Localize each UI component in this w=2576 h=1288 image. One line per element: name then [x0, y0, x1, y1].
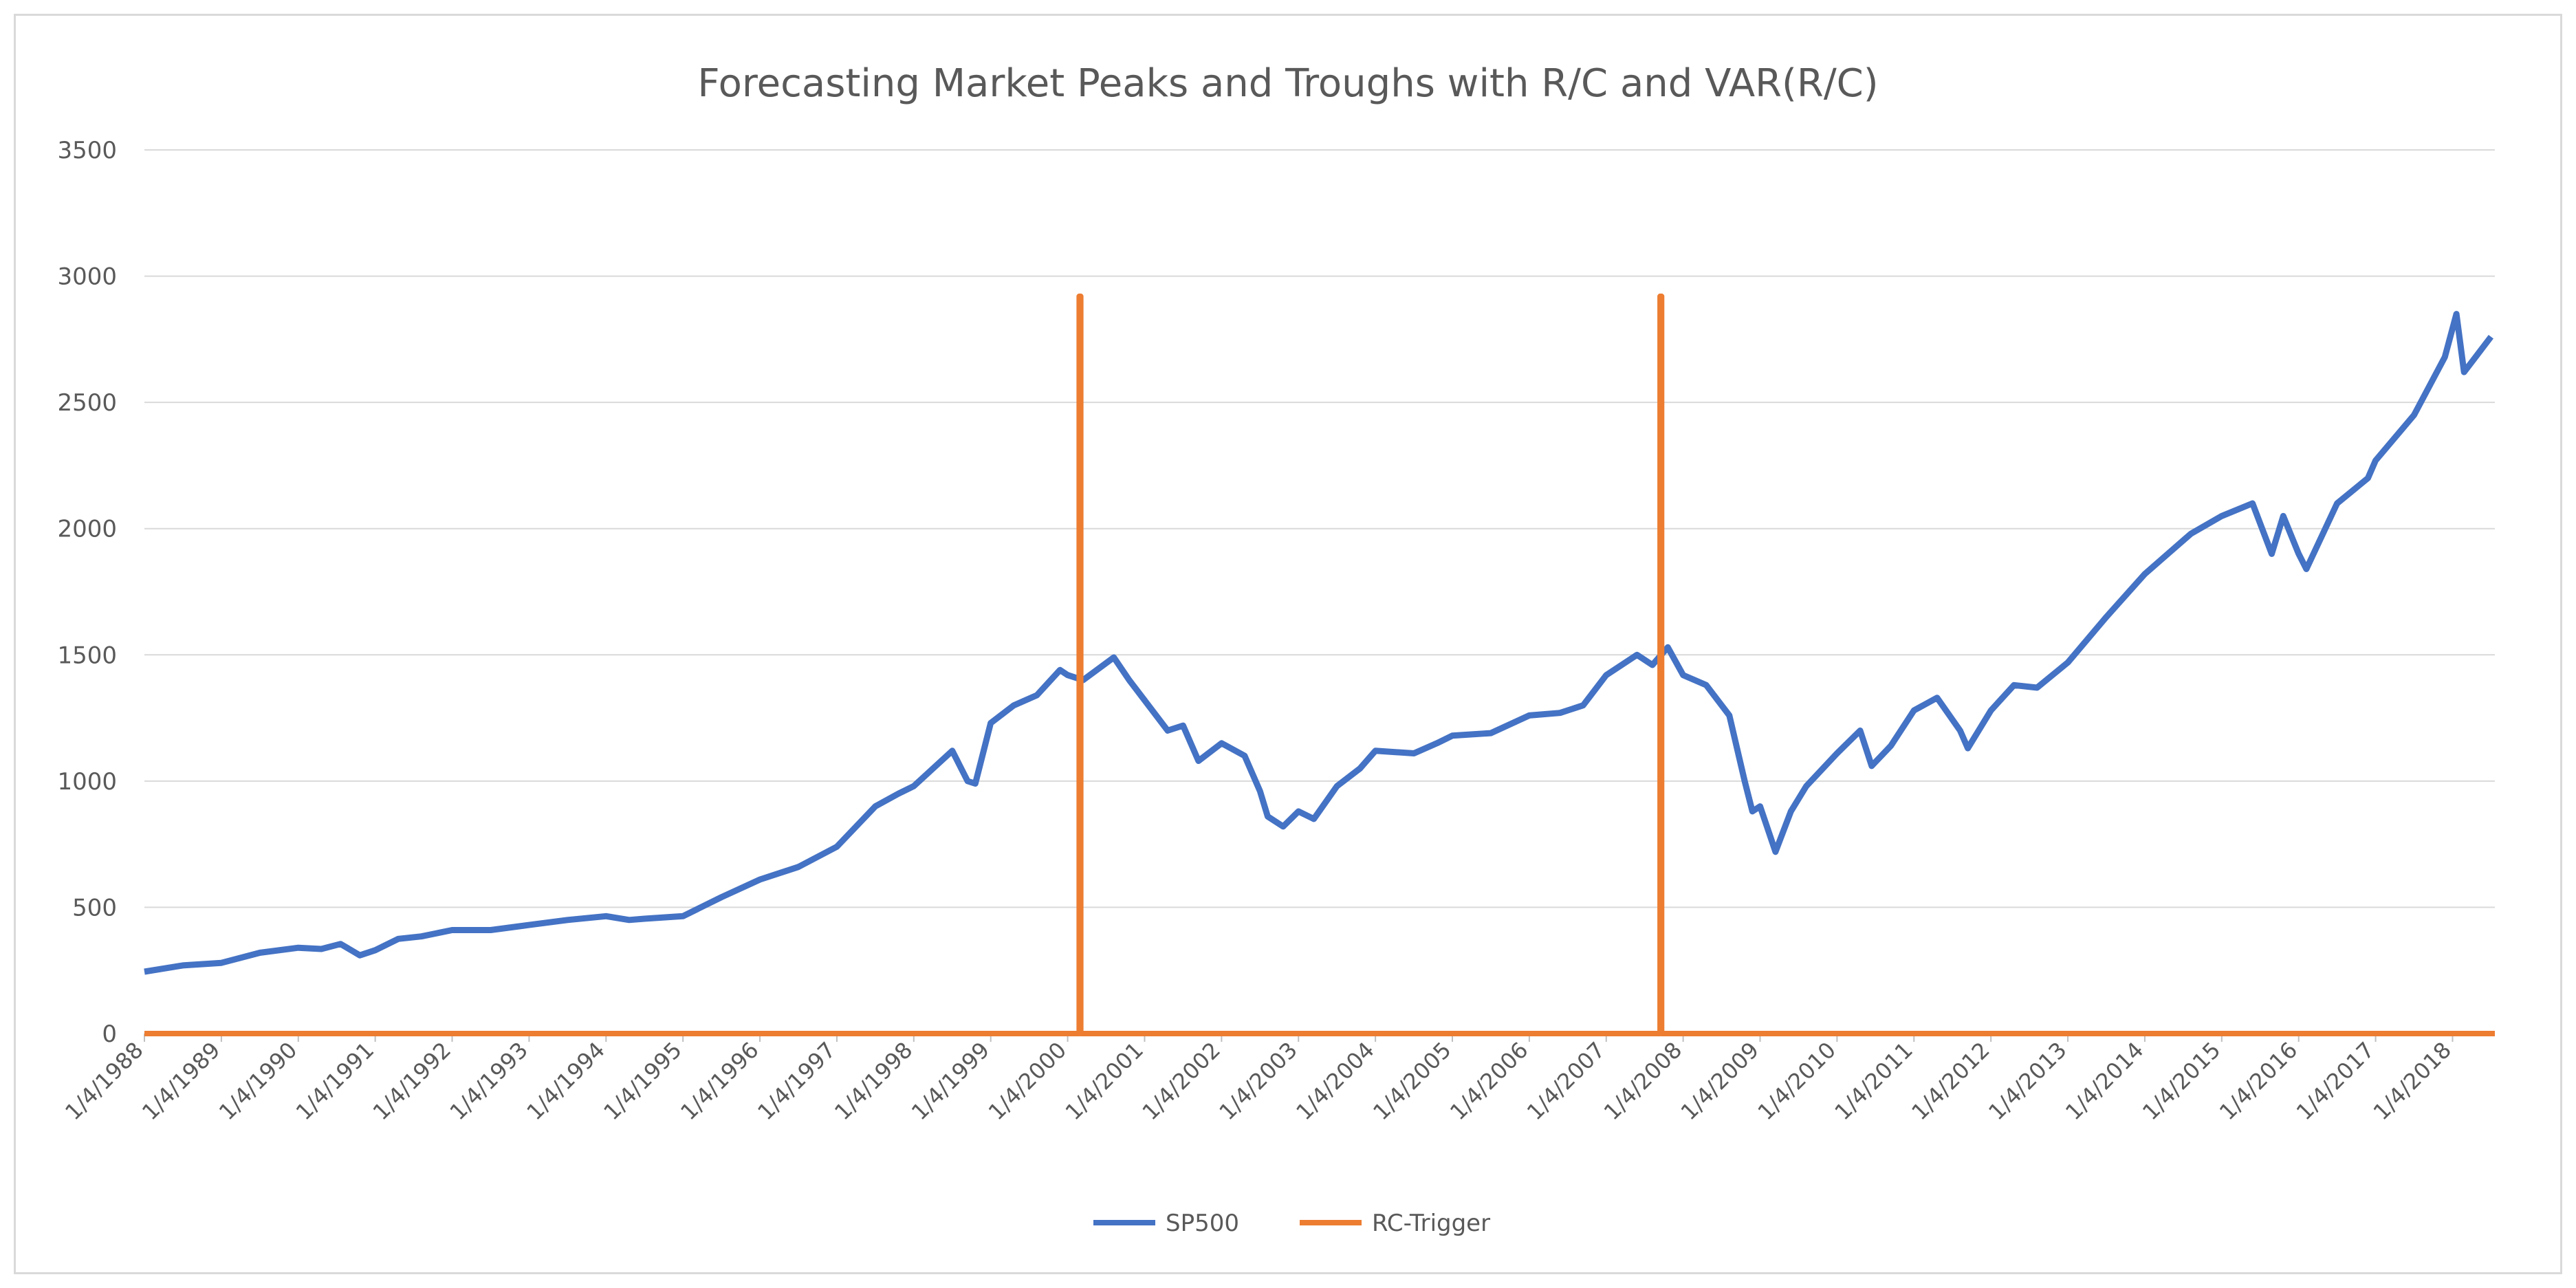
x-tick-label: 1/4/1990 [214, 1037, 302, 1125]
y-tick-label: 500 [72, 894, 117, 921]
x-tick-label: 1/4/2010 [1753, 1037, 1841, 1125]
x-tick-label: 1/4/1993 [445, 1037, 533, 1125]
chart-title: Forecasting Market Peaks and Troughs wit… [697, 61, 1878, 106]
series-group [144, 293, 2495, 1036]
y-tick-label: 2500 [57, 389, 117, 417]
y-tick-label: 0 [102, 1020, 117, 1048]
x-tick-label: 1/4/1994 [521, 1037, 609, 1125]
x-tick-label: 1/4/1992 [368, 1037, 456, 1125]
x-tick-label: 1/4/2000 [983, 1037, 1071, 1125]
x-tick-label: 1/4/2004 [1291, 1037, 1379, 1125]
x-tick-label: 1/4/2009 [1676, 1037, 1764, 1125]
x-tick-label: 1/4/2015 [2137, 1037, 2225, 1125]
x-tick-label: 1/4/2014 [2060, 1037, 2148, 1125]
series-line-sp500[interactable] [144, 311, 2493, 975]
x-tick-label: 1/4/1999 [906, 1037, 994, 1125]
x-tick-label: 1/4/1989 [137, 1037, 225, 1125]
y-tick-label: 3500 [57, 137, 117, 164]
x-tick-label: 1/4/1988 [60, 1037, 148, 1125]
series-line-rc-trigger[interactable] [144, 293, 2495, 1036]
y-tick-label: 1500 [57, 642, 117, 669]
legend[interactable]: SP500 RC-Trigger [1093, 1210, 1490, 1237]
x-tick-label: 1/4/1998 [829, 1037, 917, 1125]
x-tick-label: 1/4/2008 [1599, 1037, 1687, 1125]
x-tick-label: 1/4/2005 [1368, 1037, 1456, 1125]
x-tick-label: 1/4/1995 [598, 1037, 686, 1125]
x-tick-label: 1/4/2012 [1906, 1037, 1994, 1125]
x-tick-label: 1/4/2013 [1983, 1037, 2071, 1125]
y-axis: 0 500 1000 1500 2000 2500 3000 3500 [57, 137, 117, 1048]
x-tick-label: 1/4/2003 [1214, 1037, 1302, 1125]
x-tick-label: 1/4/2007 [1522, 1037, 1610, 1125]
gridlines [144, 149, 2495, 908]
y-tick-label: 2000 [57, 516, 117, 543]
chart-frame [14, 14, 2562, 1274]
x-tick-label: 1/4/1997 [752, 1037, 840, 1125]
x-tick-label: 1/4/2001 [1060, 1037, 1148, 1125]
x-tick-label: 1/4/2002 [1137, 1037, 1225, 1125]
legend-label-sp500[interactable]: SP500 [1166, 1210, 1239, 1237]
y-tick-label: 3000 [57, 263, 117, 291]
legend-label-rc-trigger[interactable]: RC-Trigger [1372, 1210, 1490, 1237]
y-tick-label: 1000 [57, 768, 117, 796]
x-tick-label: 1/4/2011 [1829, 1037, 1917, 1125]
x-tick-label: 1/4/1996 [675, 1037, 763, 1125]
x-tick-label: 1/4/2018 [2368, 1037, 2456, 1125]
x-tick-label: 1/4/2016 [2214, 1037, 2302, 1125]
x-tick-label: 1/4/2006 [1445, 1037, 1533, 1125]
x-tick-label: 1/4/1991 [291, 1037, 379, 1125]
x-tick-label: 1/4/2017 [2291, 1037, 2379, 1125]
x-axis: 1/4/19881/4/19891/4/19901/4/19911/4/1992… [60, 1032, 2495, 1125]
